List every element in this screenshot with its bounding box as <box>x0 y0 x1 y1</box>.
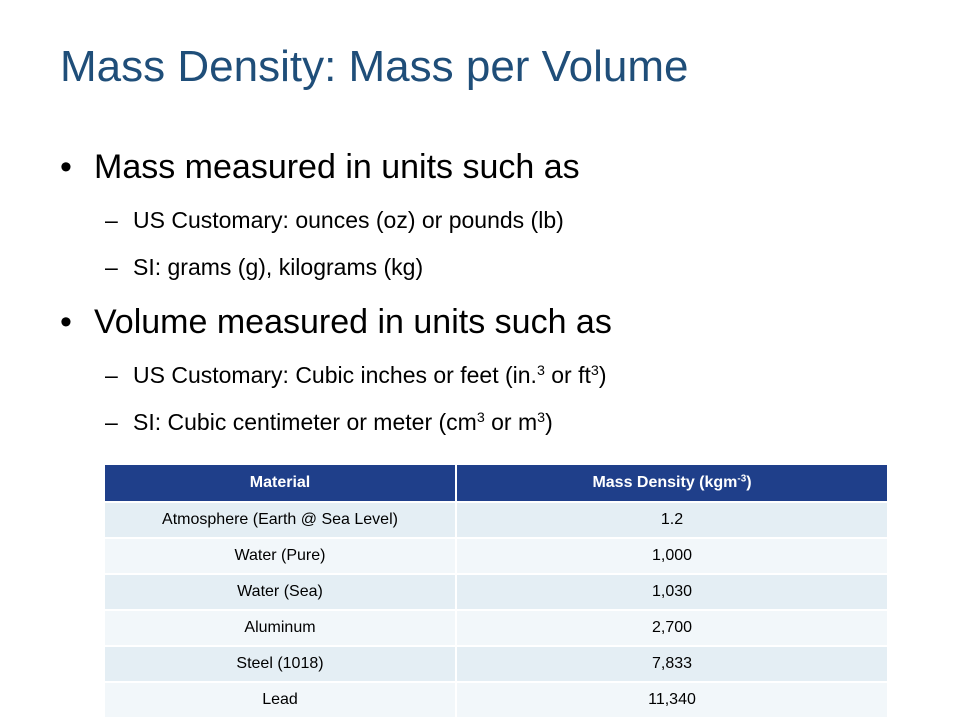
sub-bullet-mass-si-text: SI: grams (g), kilograms (kg) <box>133 254 424 280</box>
density-table: Material Mass Density (kgm-3) Atmosphere… <box>105 465 887 717</box>
sub-bullet-volume-si: – SI: Cubic centimeter or meter (cm3 or m… <box>105 409 553 436</box>
superscript: 3 <box>536 363 545 380</box>
header-density: Mass Density (kgm-3) <box>456 465 887 502</box>
cell-density: 1,000 <box>456 537 887 574</box>
bullet-mass-text: Mass measured in units such as <box>94 148 580 186</box>
table-row: Water (Pure) 1,000 <box>105 537 887 574</box>
volume-us-text-3: ) <box>598 362 607 388</box>
sub-bullet-mass-us-text: US Customary: ounces (oz) or pounds (lb) <box>133 207 564 233</box>
cell-material: Steel (1018) <box>105 645 457 682</box>
cell-material: Atmosphere (Earth @ Sea Level) <box>105 501 457 538</box>
table-row: Aluminum 2,700 <box>105 609 887 646</box>
sub-bullet-mass-si: – SI: grams (g), kilograms (kg) <box>105 254 423 281</box>
cell-density: 7,833 <box>456 645 887 682</box>
sub-bullet-mass-us: – US Customary: ounces (oz) or pounds (lb… <box>105 207 564 234</box>
superscript: 3 <box>476 410 485 427</box>
table-header-row: Material Mass Density (kgm-3) <box>105 465 887 502</box>
superscript: 3 <box>537 410 546 427</box>
header-density-text: Mass Density (kgm <box>592 474 738 491</box>
superscript: 3 <box>590 363 599 380</box>
cell-density: 1.2 <box>456 501 887 538</box>
slide-title: Mass Density: Mass per Volume <box>60 42 689 91</box>
table-row: Lead 11,340 <box>105 681 887 717</box>
bullet-mass: • Mass measured in units such as <box>60 148 580 187</box>
volume-si-text-2: or m <box>484 409 538 435</box>
volume-si-text-1: SI: Cubic centimeter or meter (cm <box>133 409 477 435</box>
header-material: Material <box>105 465 457 502</box>
bullet-dot: • <box>60 303 72 341</box>
cell-density: 11,340 <box>456 681 887 717</box>
sub-bullet-volume-us: – US Customary: Cubic inches or feet (in.… <box>105 362 607 389</box>
table-row: Water (Sea) 1,030 <box>105 573 887 610</box>
bullet-volume: • Volume measured in units such as <box>60 303 612 342</box>
table-row: Atmosphere (Earth @ Sea Level) 1.2 <box>105 501 887 538</box>
cell-material: Water (Pure) <box>105 537 457 574</box>
volume-us-text-2: or ft <box>544 362 591 388</box>
volume-us-text-1: US Customary: Cubic inches or feet (in. <box>133 362 537 388</box>
bullet-dot: • <box>60 148 72 186</box>
superscript: -3 <box>737 473 747 485</box>
cell-density: 1,030 <box>456 573 887 610</box>
cell-material: Aluminum <box>105 609 457 646</box>
table-row: Steel (1018) 7,833 <box>105 645 887 682</box>
bullet-volume-text: Volume measured in units such as <box>94 303 612 341</box>
dash: – <box>105 207 118 233</box>
cell-material: Water (Sea) <box>105 573 457 610</box>
header-density-close: ) <box>746 474 752 491</box>
cell-material: Lead <box>105 681 457 717</box>
cell-density: 2,700 <box>456 609 887 646</box>
dash: – <box>105 409 118 435</box>
dash: – <box>105 254 118 280</box>
volume-si-text-3: ) <box>545 409 553 435</box>
dash: – <box>105 362 118 388</box>
